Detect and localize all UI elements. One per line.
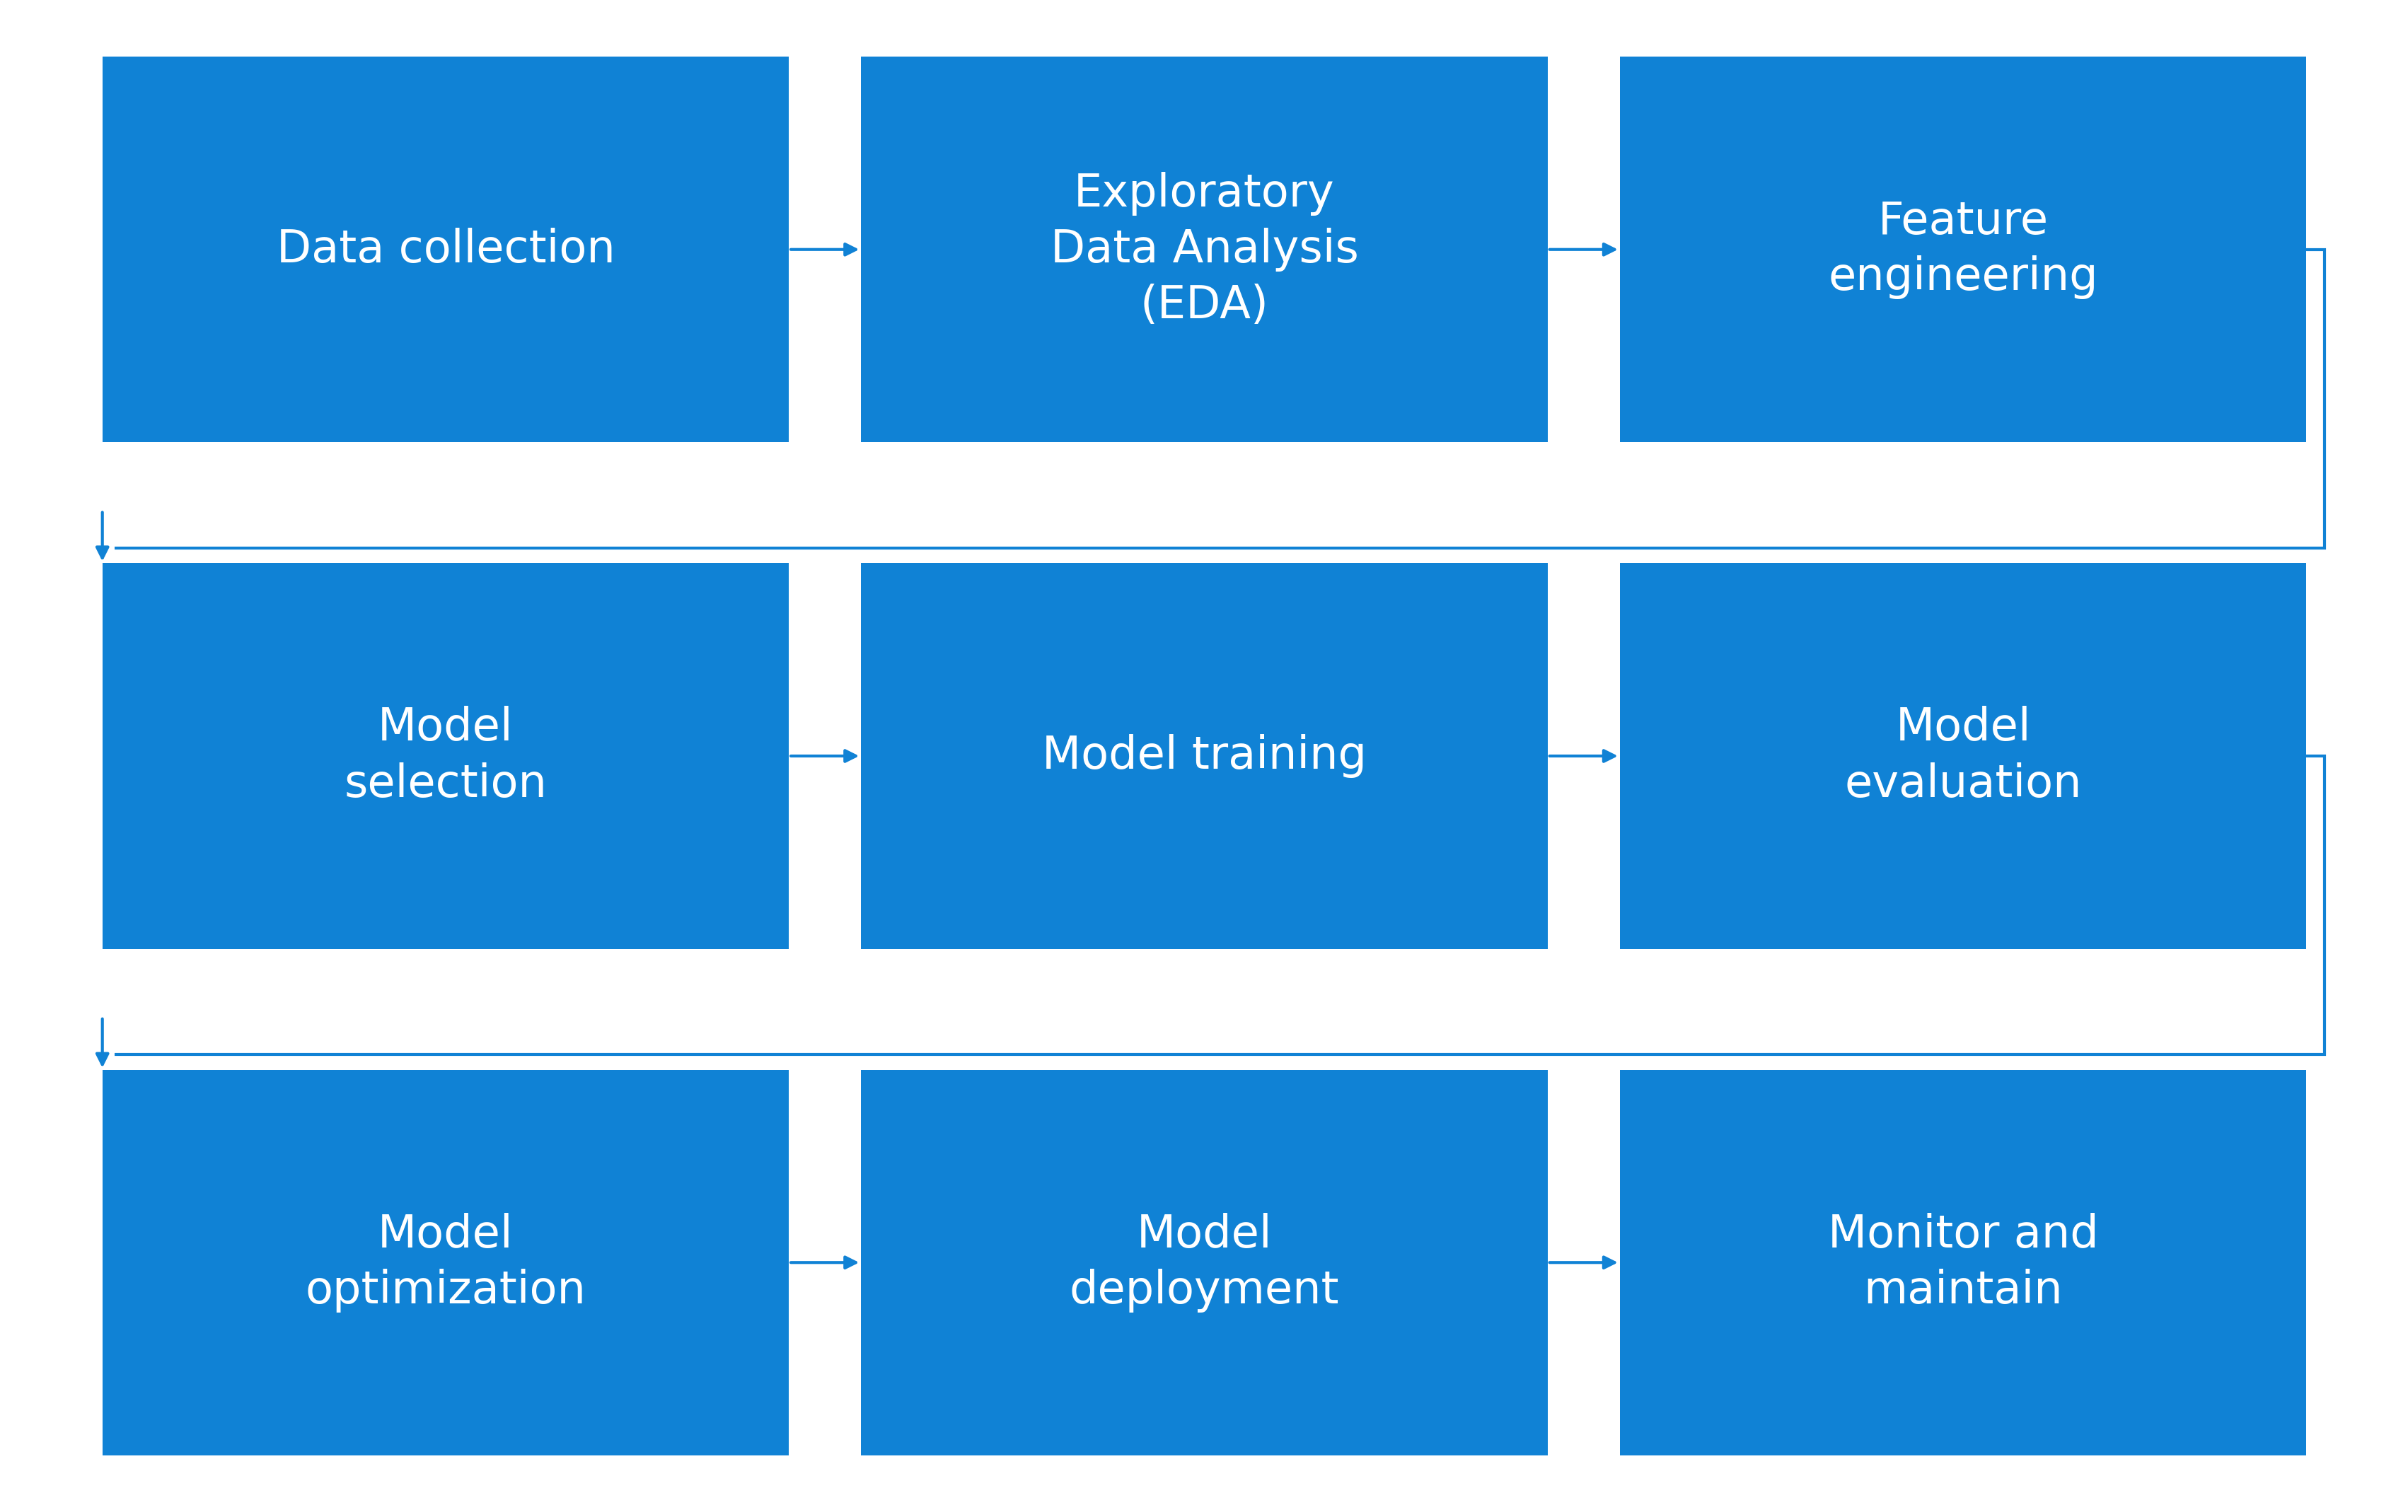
Text: Model
deployment: Model deployment <box>1069 1213 1339 1312</box>
FancyBboxPatch shape <box>1618 1070 2307 1455</box>
FancyBboxPatch shape <box>862 1070 1548 1455</box>
Text: Model
evaluation: Model evaluation <box>1845 706 2081 806</box>
Text: Data collection: Data collection <box>277 228 614 271</box>
FancyBboxPatch shape <box>862 56 1548 442</box>
Text: Exploratory
Data Analysis
(EDA): Exploratory Data Analysis (EDA) <box>1050 171 1358 328</box>
Text: Model training: Model training <box>1043 735 1365 777</box>
FancyBboxPatch shape <box>104 564 790 950</box>
Text: Model
optimization: Model optimization <box>306 1213 585 1312</box>
Text: Feature
engineering: Feature engineering <box>1828 200 2097 299</box>
FancyBboxPatch shape <box>1618 564 2307 950</box>
Text: Model
selection: Model selection <box>344 706 547 806</box>
FancyBboxPatch shape <box>104 56 790 442</box>
Text: Monitor and
maintain: Monitor and maintain <box>1828 1213 2097 1312</box>
FancyBboxPatch shape <box>1618 56 2307 442</box>
FancyBboxPatch shape <box>862 564 1548 950</box>
FancyBboxPatch shape <box>104 1070 790 1455</box>
